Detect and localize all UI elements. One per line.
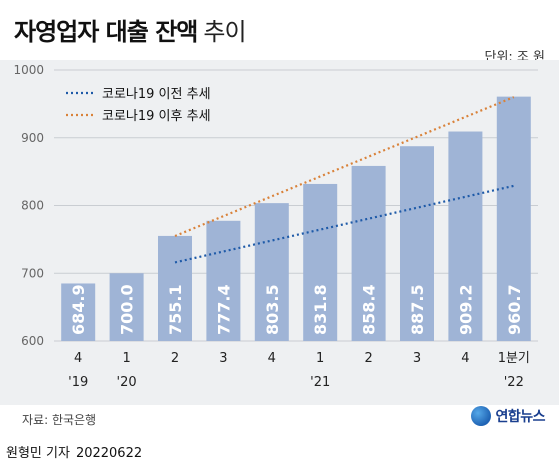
- x-year-label: '20: [117, 375, 137, 390]
- bar: [61, 283, 96, 341]
- y-tick-label: 1000: [13, 63, 44, 77]
- data-label: 777.4: [214, 284, 233, 335]
- data-label: 887.5: [408, 284, 427, 335]
- x-year-label: '21: [310, 375, 330, 390]
- x-tick-label: 1: [122, 351, 130, 366]
- bar: [303, 183, 338, 341]
- bar: [400, 146, 434, 341]
- data-label: 803.5: [263, 284, 282, 335]
- x-tick-label: 4: [74, 351, 82, 366]
- y-tick-label: 900: [21, 131, 44, 145]
- publish-date: 20220622: [75, 446, 143, 461]
- x-tick-label: 2: [171, 351, 179, 366]
- x-tick-label: 4: [268, 351, 276, 366]
- y-tick-label: 600: [21, 334, 44, 348]
- x-tick-label: 1분기: [498, 351, 530, 366]
- data-label: 755.1: [166, 284, 185, 335]
- data-label: 831.8: [311, 284, 330, 335]
- reporter-name: 원형민 기자: [6, 446, 70, 461]
- yonhap-logo: 연합뉴스: [471, 406, 545, 426]
- trend-line: [174, 96, 515, 238]
- x-tick-label: 3: [219, 351, 227, 366]
- bar: [109, 273, 144, 341]
- bar: [158, 235, 192, 341]
- bar-chart: 600 700 800 900 1000 684.9 700.0 755.1 777.4 803.…: [13, 63, 538, 390]
- data-label: 700.0: [118, 284, 137, 335]
- x-tick-label: 3: [413, 351, 421, 366]
- source-note: 자료: 한국은행: [22, 413, 97, 427]
- chart-title: 자영업자 대출 잔액 추이: [14, 12, 247, 47]
- y-tick-label: 800: [21, 199, 44, 213]
- legend-label: 코로나19 이전 추세: [102, 87, 211, 102]
- chart-panel: 600 700 800 900 1000 684.9 700.0 755.1 777.4 803.…: [0, 60, 559, 405]
- bar: [254, 203, 289, 341]
- bar: [448, 131, 483, 341]
- bar: [496, 96, 531, 341]
- yonhap-logo-icon: [471, 406, 492, 426]
- title-main: 자영업자 대출 잔액: [14, 18, 198, 46]
- x-tick-label: 2: [364, 351, 372, 366]
- title-suffix: 추이: [203, 18, 246, 46]
- data-label: 858.4: [360, 284, 379, 335]
- x-tick-label: 4: [461, 351, 469, 366]
- logo-text: 연합뉴스: [495, 409, 545, 425]
- byline: 원형민 기자 20220622: [6, 442, 142, 461]
- legend-label: 코로나19 이후 추세: [102, 109, 211, 124]
- data-label: 909.2: [456, 284, 475, 335]
- x-year-label: '19: [68, 375, 88, 390]
- y-tick-label: 700: [21, 266, 44, 280]
- data-label: 960.7: [505, 284, 524, 335]
- bar: [206, 220, 241, 341]
- bar: [351, 165, 386, 341]
- data-label: 684.9: [69, 284, 88, 335]
- x-tick-label: 1: [316, 351, 324, 366]
- x-year-label: '22: [504, 375, 524, 390]
